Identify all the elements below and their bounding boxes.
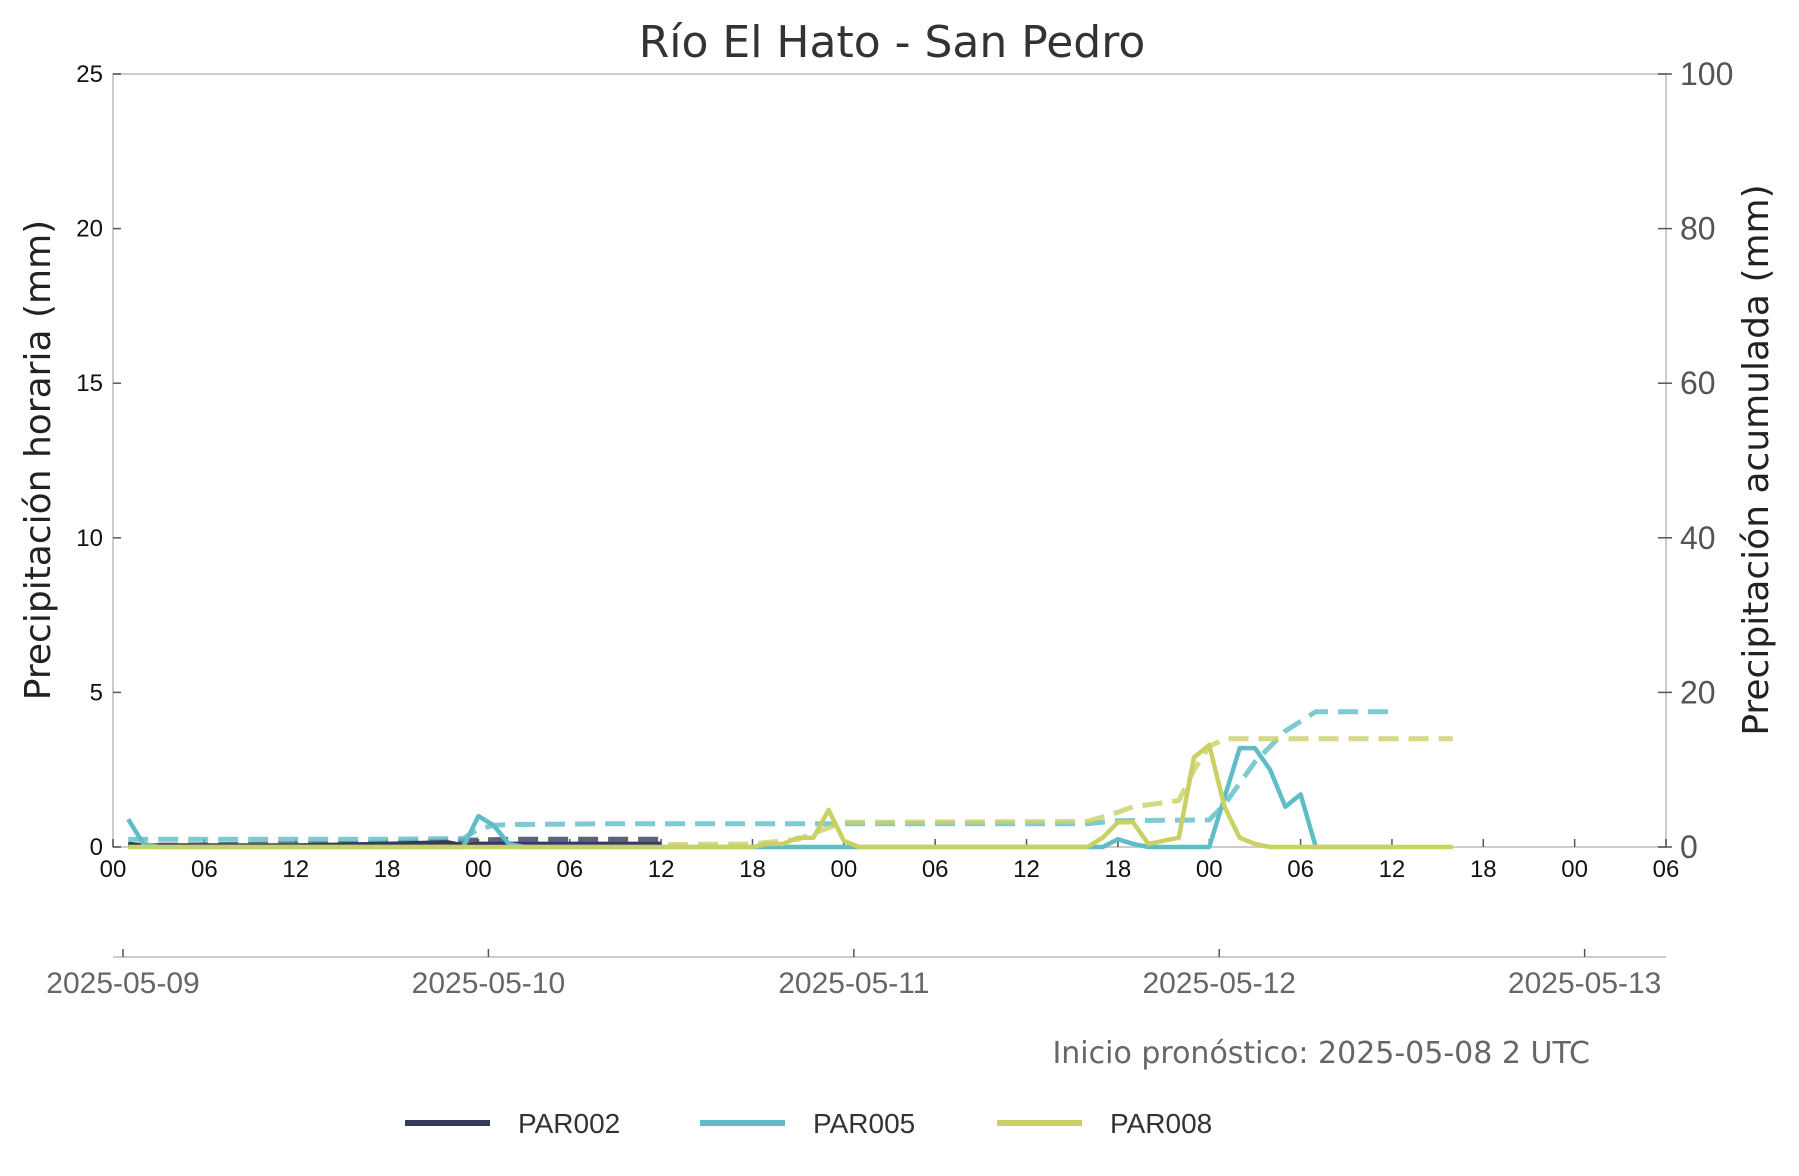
chart-title: Río El Hato - San Pedro — [639, 17, 1146, 68]
hour-tick-label: 18 — [1470, 856, 1497, 883]
right-y-axis-label: Precipitación acumulada (mm) — [1736, 184, 1777, 735]
hour-tick-label: 00 — [100, 856, 127, 883]
left-y-tick-label: 15 — [76, 370, 103, 397]
left-y-axis: 0 5 10 15 20 25 — [76, 61, 121, 861]
right-y-tick-label: 60 — [1680, 365, 1716, 401]
hour-tick-label: 06 — [191, 856, 218, 883]
legend-label-par002: PAR002 — [518, 1108, 620, 1139]
plot-frame — [112, 73, 1667, 848]
accumulated-line-par008 — [128, 736, 1453, 848]
date-tick-label: 2025-05-12 — [1143, 967, 1296, 1000]
hour-tick-label: 00 — [1561, 856, 1588, 883]
hour-tick-label: 06 — [1287, 856, 1314, 883]
legend: PAR002 PAR005 PAR008 — [405, 1108, 1212, 1139]
hour-tick-label: 00 — [830, 856, 857, 883]
date-x-axis: 2025-05-09 2025-05-10 2025-05-11 2025-05-12… — [46, 949, 1661, 1000]
legend-label-par008: PAR008 — [1110, 1108, 1212, 1139]
forecast-start-note: Inicio pronóstico: 2025-05-08 2 UTC — [1052, 1036, 1590, 1071]
hour-tick-label: 06 — [1653, 856, 1680, 883]
right-y-tick-label: 20 — [1680, 674, 1716, 710]
hour-tick-label: 00 — [465, 856, 492, 883]
hour-x-axis: 00 06 12 18 00 06 12 18 00 06 12 18 00 06 12 18 00 06 — [100, 839, 1680, 883]
hour-tick-label: 18 — [374, 856, 401, 883]
left-y-tick-label: 10 — [76, 525, 103, 552]
date-tick-label: 2025-05-09 — [46, 967, 199, 1000]
left-y-tick-label: 5 — [90, 679, 103, 706]
hour-tick-label: 06 — [556, 856, 583, 883]
hourly-line-par005 — [126, 745, 1392, 850]
accumulated-line-par005 — [128, 709, 1392, 842]
hourly-line-par008 — [128, 742, 1453, 850]
hour-tick-label: 18 — [739, 856, 766, 883]
right-y-tick-label: 0 — [1680, 829, 1698, 865]
left-y-tick-label: 20 — [76, 216, 103, 243]
hour-tick-label: 12 — [1379, 856, 1406, 883]
right-y-tick-label: 40 — [1680, 520, 1716, 556]
hour-tick-label: 06 — [922, 856, 949, 883]
right-y-tick-label: 100 — [1680, 56, 1733, 92]
hour-tick-label: 12 — [282, 856, 309, 883]
hour-tick-label: 12 — [1013, 856, 1040, 883]
date-tick-label: 2025-05-10 — [412, 967, 565, 1000]
right-y-axis: 0 20 40 60 80 100 — [1658, 56, 1733, 865]
right-y-tick-label: 80 — [1680, 211, 1716, 247]
legend-label-par005: PAR005 — [813, 1108, 915, 1139]
left-y-tick-label: 25 — [76, 61, 103, 88]
date-tick-label: 2025-05-13 — [1508, 967, 1661, 1000]
left-y-axis-label: Precipitación horaria (mm) — [18, 220, 59, 700]
hour-tick-label: 00 — [1196, 856, 1223, 883]
hour-tick-label: 18 — [1105, 856, 1132, 883]
left-y-tick-label: 0 — [90, 834, 103, 861]
hour-tick-label: 12 — [648, 856, 675, 883]
date-tick-label: 2025-05-11 — [778, 967, 929, 1000]
series-layer — [126, 709, 1453, 850]
